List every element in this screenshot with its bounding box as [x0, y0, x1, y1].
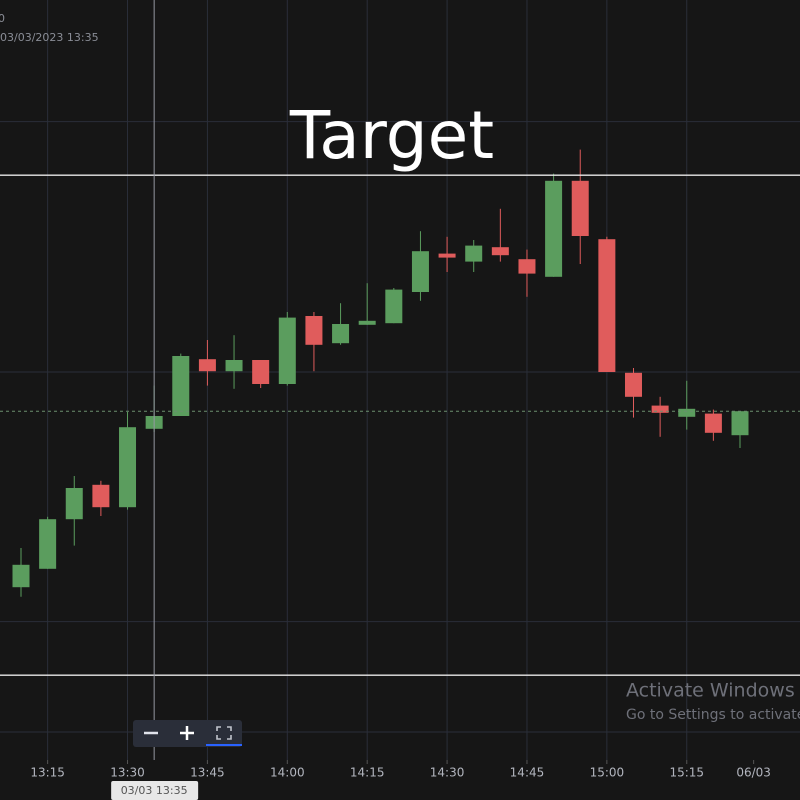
candle-body — [278, 317, 296, 384]
x-tick-label: 14:30 — [430, 766, 465, 780]
candle-body — [198, 359, 216, 372]
candle-body — [225, 360, 243, 372]
candle-body — [465, 245, 483, 262]
candle-body — [12, 564, 30, 588]
target-label: Target — [289, 97, 494, 174]
zoom-controls — [133, 720, 242, 747]
x-tick-label: 13:45 — [190, 766, 225, 780]
fullscreen-button[interactable] — [216, 726, 232, 740]
candle-body — [65, 488, 83, 520]
x-tick-label: 13:15 — [30, 766, 65, 780]
x-tick-label: 14:45 — [510, 766, 545, 780]
candle-body — [358, 320, 376, 325]
candle-body — [92, 484, 110, 508]
candle-body — [571, 180, 589, 236]
x-tick-label: 06/03 — [736, 766, 771, 780]
candle-body — [385, 289, 403, 324]
candle-body — [411, 251, 429, 292]
candle-body — [598, 239, 616, 372]
candle-body — [305, 316, 323, 345]
crosshair-label: 03/03 13:35 — [121, 784, 188, 797]
x-tick-label: 14:00 — [270, 766, 305, 780]
zoom-in-button[interactable] — [180, 726, 194, 740]
candle-body — [704, 413, 722, 433]
candle-body — [651, 405, 669, 413]
x-tick-label: 14:15 — [350, 766, 385, 780]
watermark-title: Activate Windows — [626, 680, 795, 702]
candle-body — [545, 180, 563, 277]
candle-body — [119, 427, 137, 508]
candle-body — [332, 324, 350, 344]
grid: 13:15 13:30 13:45 14:00 14:15 14:30 14:45 15:00… — [0, 0, 800, 780]
candle-body — [39, 519, 57, 569]
candle-body — [172, 356, 190, 416]
candle-body — [438, 253, 456, 258]
watermark-text: Go to Settings to activate — [626, 707, 800, 723]
candle-body — [731, 411, 749, 436]
x-tick-label: 15:00 — [590, 766, 625, 780]
header-prefix: 0 — [0, 12, 5, 25]
crosshair-label-box — [111, 781, 199, 800]
candle-body — [252, 360, 270, 384]
candle-body — [491, 247, 509, 256]
x-tick-label: 15:15 — [669, 766, 704, 780]
header-date: 03/03/2023 13:35 — [0, 31, 99, 44]
candles — [12, 149, 749, 597]
candle-body — [678, 408, 696, 417]
candle-body — [624, 372, 642, 397]
x-tick-label: 13:30 — [110, 766, 145, 780]
candle-body — [518, 259, 536, 274]
